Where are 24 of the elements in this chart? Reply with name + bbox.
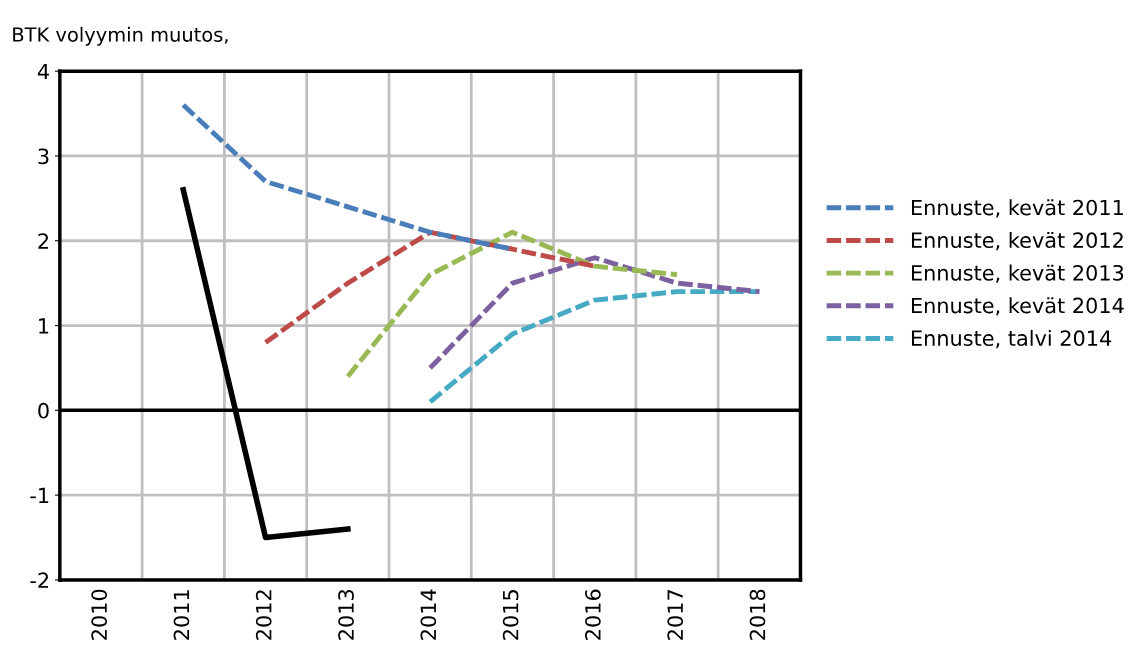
x-tick-label: 2016 [585, 589, 601, 640]
y-tick-label: 0 [38, 402, 49, 419]
y-tick-label: 3 [38, 148, 49, 165]
legend-label: Ennuste, kevät 2013 [911, 264, 1124, 283]
y-tick-label: 2 [38, 233, 49, 249]
legend-label: Ennuste, talvi 2014 [911, 329, 1112, 349]
x-tick-label: 2011 [173, 590, 190, 640]
legend-label: Ennuste, kevät 2012 [911, 231, 1123, 251]
line-series [427, 255, 762, 371]
y-tick-label: -2 [30, 572, 49, 588]
line-series [345, 229, 680, 379]
x-tick-label: 2010 [91, 589, 108, 640]
y-tick-label: -1 [30, 487, 49, 504]
x-tick-label: 2012 [255, 590, 272, 640]
x-tick-label: 2013 [338, 589, 354, 640]
x-tick-label: 2018 [749, 589, 766, 640]
x-tick-label: 2017 [667, 590, 684, 640]
legend-label: Ennuste, kevät 2011 [911, 199, 1123, 218]
legend-label: Ennuste, kevät 2014 [911, 297, 1124, 316]
y-axis-title: BTK volyymin muutos, [13, 26, 228, 46]
y-tick-label: 4 [37, 63, 49, 80]
x-tick-label: 2014 [420, 589, 437, 640]
y-tick-label: 1 [39, 318, 49, 334]
x-tick-label: 2015 [502, 590, 519, 640]
